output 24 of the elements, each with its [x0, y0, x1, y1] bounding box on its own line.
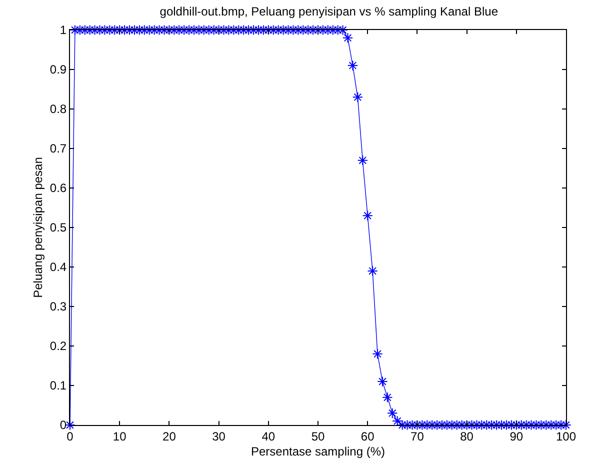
x-tick-label: 80: [460, 429, 474, 444]
x-tick-label: 10: [112, 429, 127, 444]
y-tick-label: 1: [60, 23, 67, 38]
y-tick-label: 0.4: [50, 260, 67, 274]
y-tick-label: 0.2: [50, 339, 67, 354]
y-axis-title: Peluang penyisipan pesan: [31, 157, 46, 298]
x-tick-label: 30: [212, 429, 226, 444]
x-tick-label: 60: [360, 429, 375, 444]
y-tick-label: 0.9: [50, 62, 67, 77]
x-tick-label: 70: [410, 429, 424, 444]
x-tick-label: 100: [556, 429, 576, 444]
y-tick-label: 0.5: [50, 220, 67, 235]
chart-title: goldhill-out.bmp, Peluang penyisipan vs % sampling Kanal Blue: [160, 4, 498, 18]
x-axis-title: Persentase sampling (%): [250, 444, 386, 458]
y-tick-label: 0.6: [50, 181, 67, 196]
y-tick-label: 0.3: [50, 300, 67, 314]
x-tick-label: 20: [162, 429, 176, 444]
x-tick-label: 90: [510, 429, 524, 444]
y-tick-label: 0.7: [50, 142, 67, 156]
x-tick-label: 40: [262, 429, 276, 444]
y-tick-label: 0: [60, 418, 67, 432]
y-tick-label: 0.8: [50, 102, 67, 116]
y-tick-label: 0.1: [50, 378, 67, 393]
x-tick-label: 50: [311, 429, 325, 444]
